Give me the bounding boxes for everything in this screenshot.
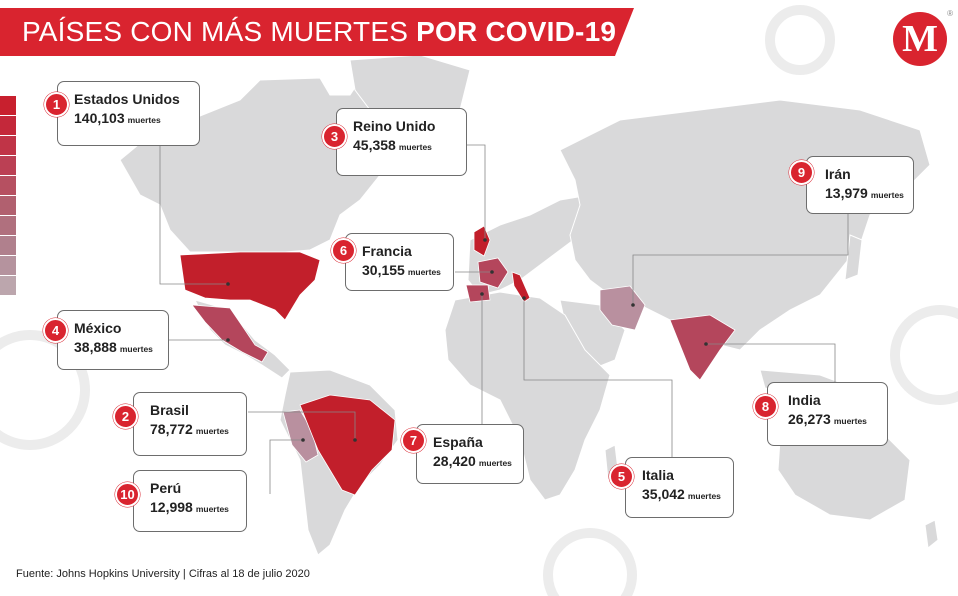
death-unit: muertes (833, 416, 867, 426)
legend-step (0, 156, 16, 176)
india-shape (669, 314, 736, 381)
card-reino-unido: Reino Unido 45,358 muertes (336, 108, 467, 176)
death-unit: muertes (127, 115, 161, 125)
death-unit: muertes (870, 190, 904, 200)
rank-badge: 9 (789, 160, 814, 185)
rank-badge: 8 (753, 394, 778, 419)
country-name: India (788, 392, 821, 408)
legend-step (0, 196, 16, 216)
death-count: 28,420 (433, 453, 476, 469)
title-light: PAÍSES CON MÁS MUERTES (22, 16, 409, 47)
rank-badge: 7 (401, 428, 426, 453)
registered-mark: ® (947, 9, 953, 18)
death-count: 12,998 (150, 499, 193, 515)
card-india: India 26,273 muertes (767, 382, 888, 446)
death-unit: muertes (478, 458, 512, 468)
card-iran: Irán 13,979 muertes (806, 156, 914, 214)
legend-step (0, 276, 16, 296)
death-count: 45,358 (353, 137, 396, 153)
country-name: Italia (642, 467, 674, 483)
color-scale-legend (0, 96, 16, 296)
death-count: 26,273 (788, 411, 831, 427)
card-mexico: México 38,888 muertes (57, 310, 169, 370)
country-name: Irán (825, 166, 851, 182)
country-name: Perú (150, 480, 182, 496)
legend-step (0, 176, 16, 196)
spain-shape (465, 284, 491, 303)
legend-step (0, 256, 16, 276)
card-peru: Perú 12,998 muertes (133, 470, 247, 532)
country-name: Reino Unido (353, 118, 436, 134)
source-caption: Fuente: Johns Hopkins University | Cifra… (16, 568, 310, 580)
logo-letter: M (902, 18, 938, 60)
card-italia: Italia 35,042 muertes (625, 457, 734, 518)
country-name: Estados Unidos (74, 91, 180, 107)
rank-badge: 10 (115, 482, 140, 507)
death-unit: muertes (195, 504, 229, 514)
title-bold: POR COVID-19 (416, 16, 617, 47)
rank-badge: 6 (331, 238, 356, 263)
rank-badge: 1 (44, 92, 69, 117)
rank-badge: 3 (322, 124, 347, 149)
death-unit: muertes (398, 142, 432, 152)
country-name: España (433, 434, 483, 450)
death-count: 30,155 (362, 262, 405, 278)
death-count: 35,042 (642, 486, 685, 502)
country-dots (226, 238, 708, 442)
connector-lines (159, 142, 849, 494)
death-unit: muertes (119, 344, 153, 354)
mexico-shape (191, 304, 269, 363)
death-unit: muertes (195, 426, 229, 436)
legend-step (0, 216, 16, 236)
italy-shape (511, 271, 531, 303)
death-count: 13,979 (825, 185, 868, 201)
legend-step (0, 116, 16, 136)
card-espana: España 28,420 muertes (416, 424, 524, 484)
card-brasil: Brasil 78,772 muertes (133, 392, 247, 456)
country-name: Brasil (150, 402, 189, 418)
milenio-logo: M ® (893, 10, 953, 66)
rank-badge: 5 (609, 464, 634, 489)
country-name: Francia (362, 243, 412, 259)
uk-shape (473, 225, 491, 257)
legend-step (0, 136, 16, 156)
virus-decoration-icons (0, 5, 958, 596)
usa-shape (179, 251, 321, 321)
legend-step (0, 96, 16, 116)
death-count: 140,103 (74, 110, 125, 126)
card-estados-unidos: Estados Unidos 140,103 muertes (57, 81, 200, 146)
highlighted-countries (179, 225, 736, 496)
death-unit: muertes (687, 491, 721, 501)
iran-shape (599, 285, 646, 331)
death-count: 38,888 (74, 339, 117, 355)
legend-step (0, 236, 16, 256)
country-name: México (74, 320, 122, 336)
peru-shape (282, 409, 319, 463)
brazil-shape (299, 394, 396, 496)
card-francia: Francia 30,155 muertes (345, 233, 454, 291)
rank-badge: 4 (43, 318, 68, 343)
death-unit: muertes (407, 267, 441, 277)
death-count: 78,772 (150, 421, 193, 437)
rank-badge: 2 (113, 404, 138, 429)
title-banner: PAÍSES CON MÁS MUERTES POR COVID-19 (0, 8, 634, 56)
